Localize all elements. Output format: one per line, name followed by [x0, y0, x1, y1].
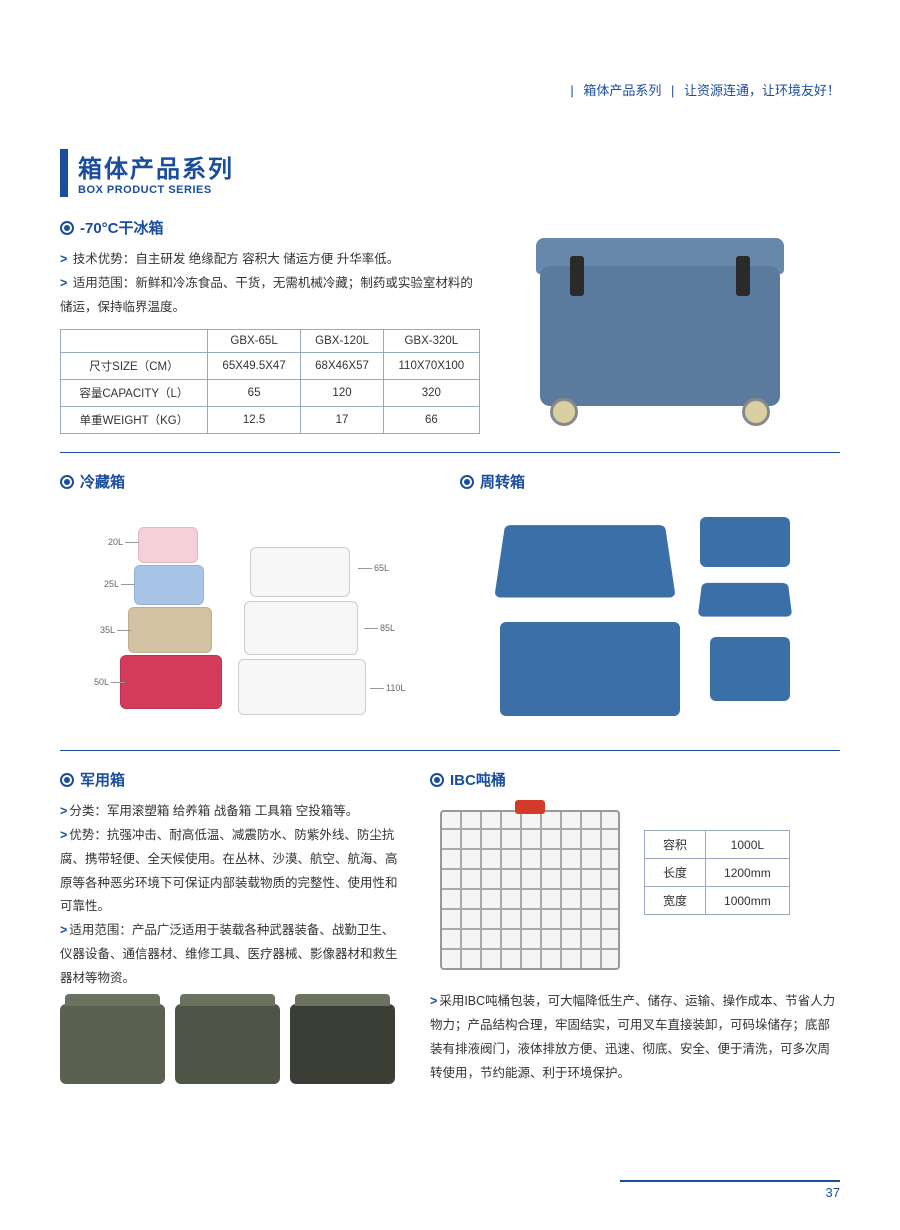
- product-image-cooler: [530, 226, 790, 426]
- bullet-icon: [430, 773, 444, 787]
- table-row: 尺寸SIZE（CM） 65X49.5X47 68X46X57 110X70X10…: [61, 353, 480, 380]
- spec-line: > 适用范围：新鲜和冷冻食品、干货，无需机械冷藏；制药或实验室材料的储运，保持临…: [60, 272, 480, 320]
- spec-table: GBX-65L GBX-120L GBX-320L 尺寸SIZE（CM） 65X…: [60, 329, 480, 434]
- section-heading: 冷藏箱: [60, 471, 440, 492]
- ibc-tank-image: [430, 800, 630, 980]
- table-row: GBX-65L GBX-120L GBX-320L: [61, 330, 480, 353]
- header-category: 箱体产品系列: [583, 83, 661, 98]
- table-row: 宽度1000mm: [645, 887, 790, 915]
- page-number-line: [620, 1180, 840, 1182]
- section-dry-ice-box: -70°C干冰箱 > 技术优势：自主研发 绝缘配方 容积大 储运方便 升华率低。…: [60, 217, 840, 434]
- chevron-icon: >: [60, 252, 67, 266]
- spec-line: >分类：军用滚塑箱 给养箱 战备箱 工具箱 空投箱等。: [60, 800, 400, 824]
- turnover-box-image: [460, 502, 840, 732]
- page-number: 37: [826, 1185, 840, 1200]
- bullet-icon: [460, 475, 474, 489]
- row-cooler-turnover: 冷藏箱 20L 25L 35L 50L 65L 85L 110L: [60, 471, 840, 732]
- section-heading: 周转箱: [460, 471, 840, 492]
- bullet-icon: [60, 221, 74, 235]
- divider: [60, 452, 840, 453]
- heading-text: -70°C干冰箱: [80, 217, 164, 238]
- table-row: 单重WEIGHT（KG） 12.5 17 66: [61, 407, 480, 434]
- header-tagline: 让资源连通，让环境友好！: [684, 83, 840, 98]
- chevron-icon: >: [430, 994, 437, 1008]
- title-accent-bar: [60, 149, 68, 197]
- chevron-icon: >: [60, 923, 67, 937]
- heading-text: 军用箱: [80, 769, 125, 790]
- heading-text: IBC吨桶: [450, 769, 506, 790]
- row-military-ibc: 军用箱 >分类：军用滚塑箱 给养箱 战备箱 工具箱 空投箱等。 >优势：抗强冲击…: [60, 769, 840, 1085]
- heading-text: 冷藏箱: [80, 471, 125, 492]
- main-title: 箱体产品系列 BOX PRODUCT SERIES: [60, 149, 840, 197]
- table-row: 长度1200mm: [645, 859, 790, 887]
- separator: |: [671, 83, 674, 98]
- product-image: [60, 1004, 165, 1084]
- bullet-icon: [60, 773, 74, 787]
- chevron-icon: >: [60, 276, 67, 290]
- table-row: 容积1000L: [645, 831, 790, 859]
- section-heading: IBC吨桶: [430, 769, 840, 790]
- table-row: 容量CAPACITY（L） 65 120 320: [61, 380, 480, 407]
- chevron-icon: >: [60, 804, 67, 818]
- title-cn: 箱体产品系列: [78, 149, 234, 184]
- ibc-spec-table: 容积1000L 长度1200mm 宽度1000mm: [644, 830, 790, 915]
- section-heading: 军用箱: [60, 769, 400, 790]
- section-heading: -70°C干冰箱: [60, 217, 480, 238]
- spec-line: >采用IBC吨桶包装，可大幅降低生产、储存、运输、操作成本、节省人力物力；产品结…: [430, 990, 840, 1085]
- bullet-icon: [60, 475, 74, 489]
- cooler-stack-image: 20L 25L 35L 50L 65L 85L 110L: [60, 502, 440, 732]
- military-box-images: [60, 1004, 400, 1084]
- divider: [60, 750, 840, 751]
- page-header: | 箱体产品系列 | 让资源连通，让环境友好！: [60, 30, 840, 99]
- product-image: [290, 1004, 395, 1084]
- product-image: [175, 1004, 280, 1084]
- spec-line: > 技术优势：自主研发 绝缘配方 容积大 储运方便 升华率低。: [60, 248, 480, 272]
- title-en: BOX PRODUCT SERIES: [78, 184, 234, 196]
- separator: |: [570, 83, 573, 98]
- chevron-icon: >: [60, 828, 67, 842]
- heading-text: 周转箱: [480, 471, 525, 492]
- spec-line: >适用范围：产品广泛适用于装载各种武器装备、战勤卫生、仪器设备、通信器材、维修工…: [60, 919, 400, 990]
- spec-line: >优势：抗强冲击、耐高低温、减震防水、防紫外线、防尘抗腐、携带轻便、全天候使用。…: [60, 824, 400, 919]
